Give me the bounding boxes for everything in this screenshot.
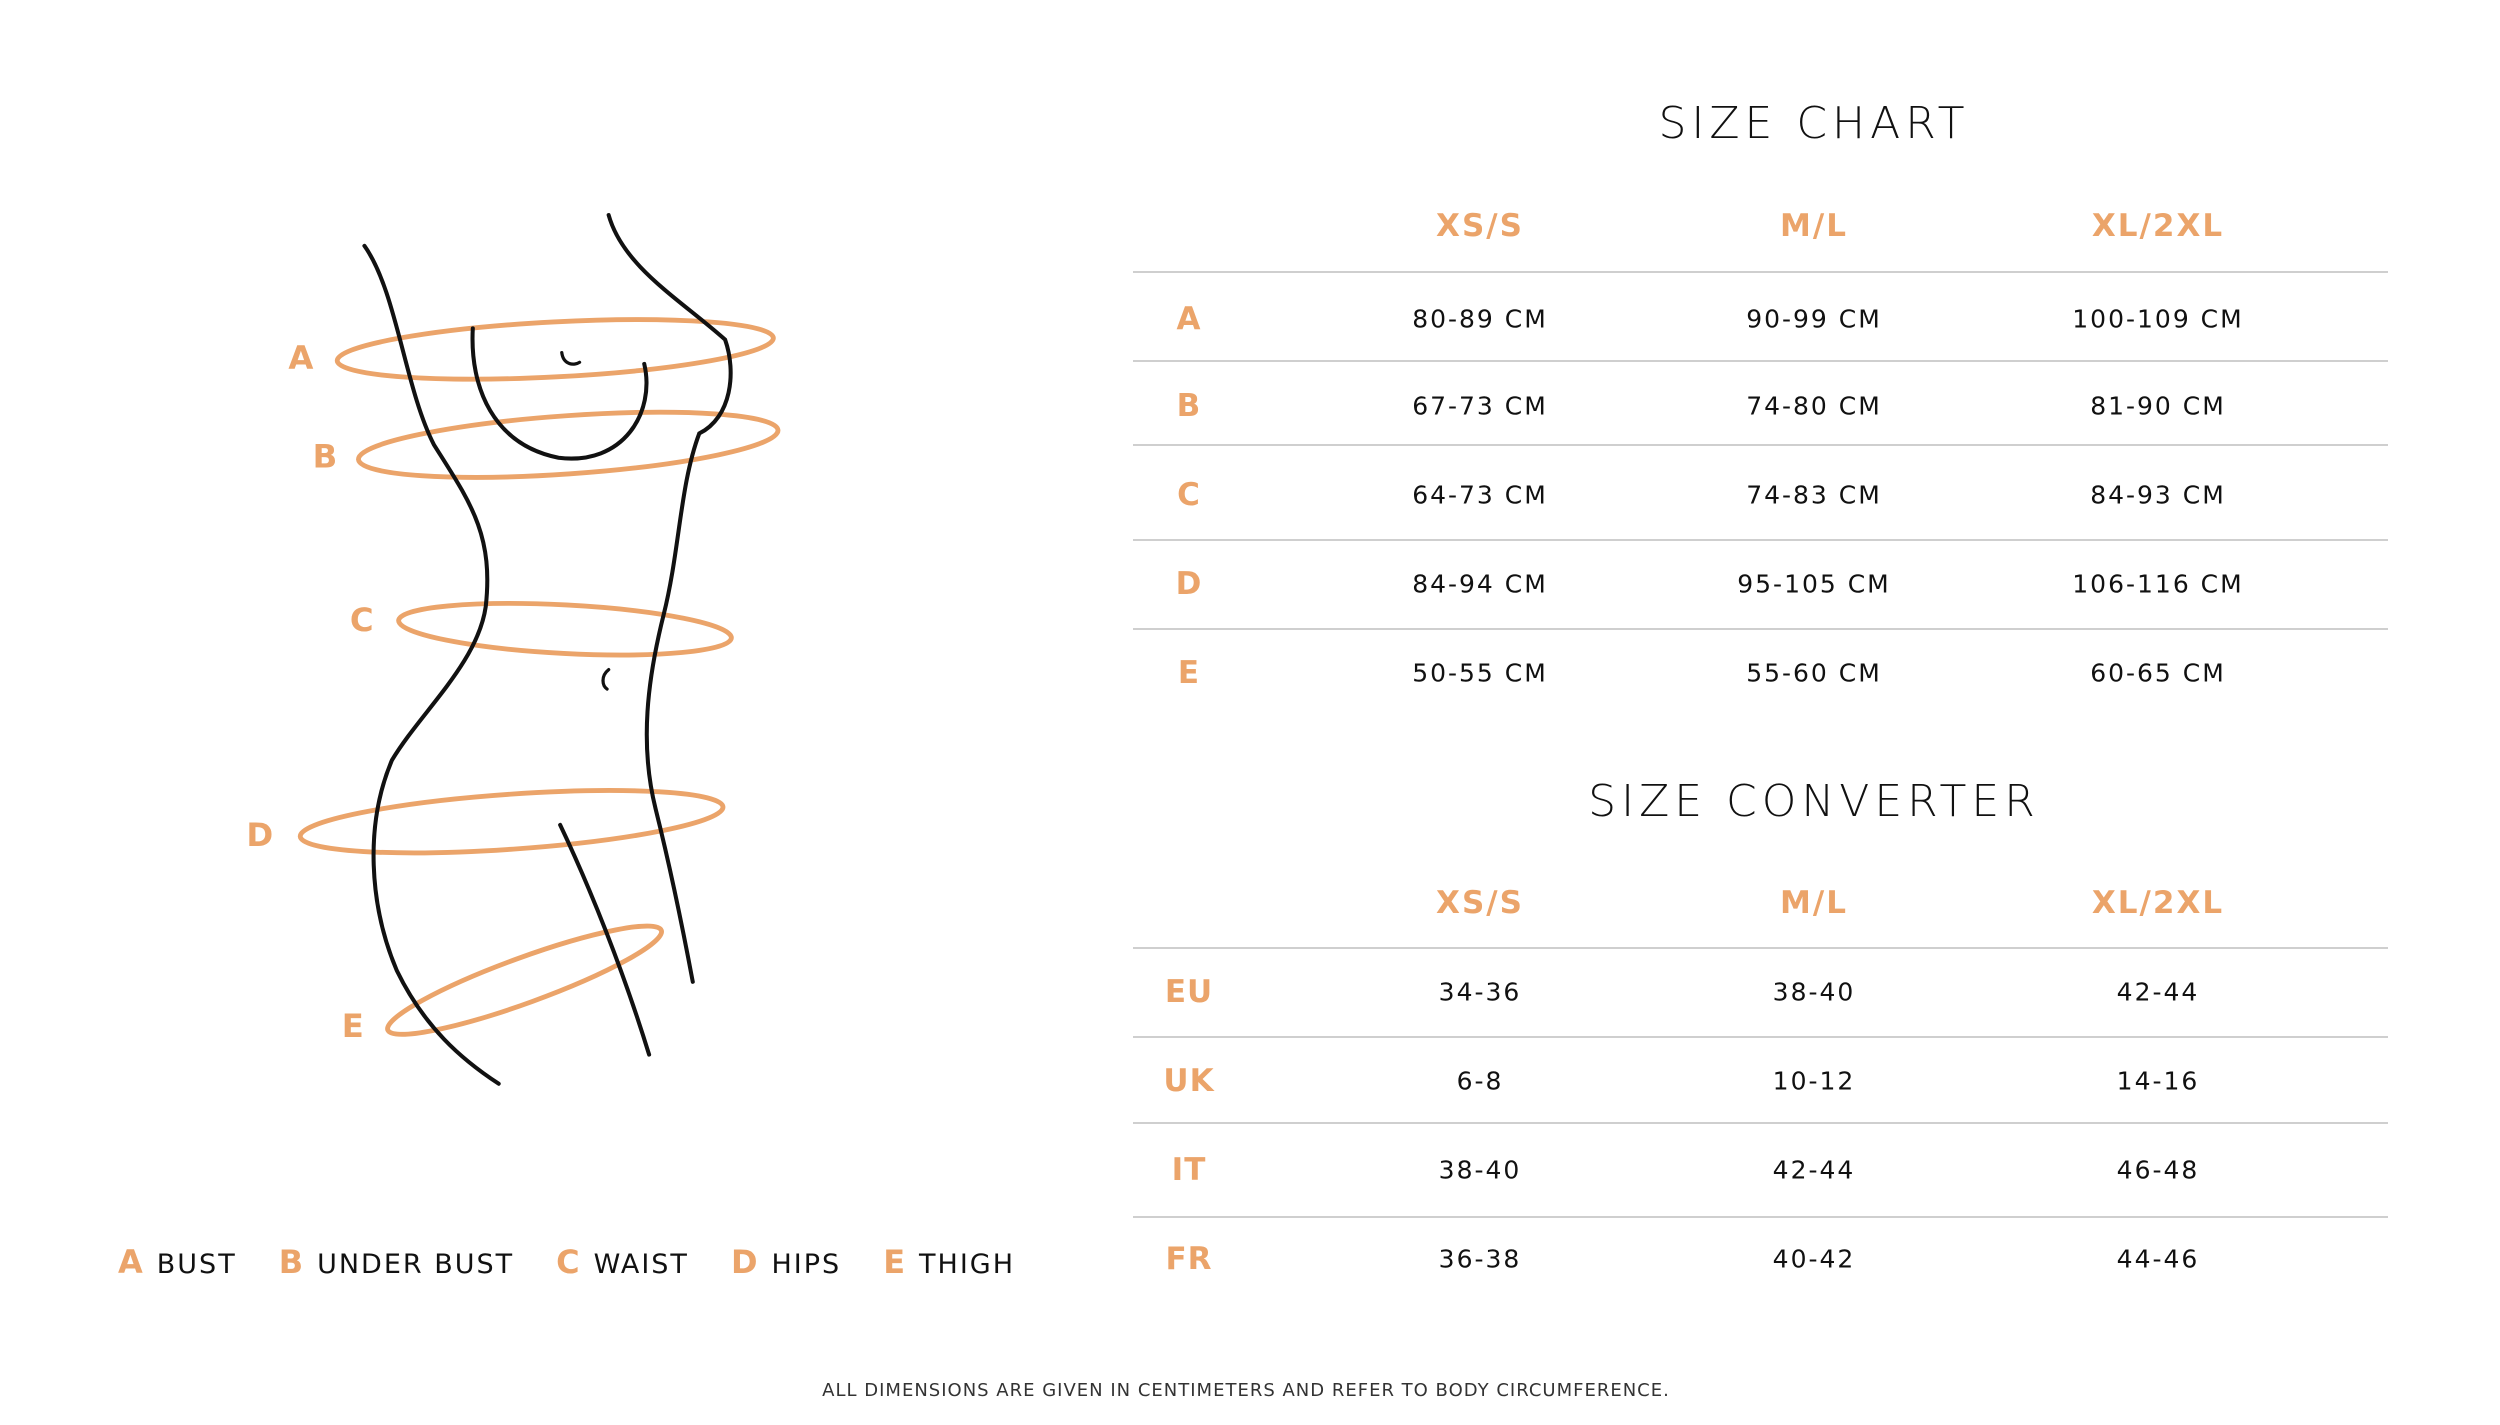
legend-label: UNDER BUST [317,1249,515,1280]
size_converter-cell: 14-16 [2116,1066,2200,1096]
size_converter-row-divider [1133,947,2388,949]
size_chart-cell: 106-116 CM [2072,569,2244,599]
legend-key: D [730,1243,760,1281]
size_converter-row-label: UK [1163,1063,1215,1099]
legend-label: HIPS [771,1249,842,1280]
figure-label-d: D [246,816,273,854]
size_chart-cell: 100-109 CM [2072,304,2244,334]
size_chart-row-divider [1133,628,2388,630]
legend-label: BUST [156,1249,237,1280]
measure-ring-a [334,317,776,382]
size_chart-row-divider [1133,444,2388,446]
size_chart-column-header: XL/2XL [2091,208,2225,244]
size_chart-row-label: B [1176,388,1202,424]
measure-ring-e [385,923,664,1037]
size_converter-cell: 36-38 [1438,1244,1522,1274]
size-chart-title: SIZE CHART [1658,98,1970,149]
legend-item: C WAIST [556,1243,689,1281]
measure-ring-b [356,409,781,480]
size_converter-cell: 42-44 [2116,977,2200,1007]
size_converter-cell: 46-48 [2116,1155,2200,1185]
size_chart-row-divider [1133,271,2388,273]
legend-key: C [556,1243,582,1281]
size_chart-cell: 74-83 CM [1746,480,1882,510]
legend-label: THIGH [919,1249,1016,1280]
size_chart-cell: 90-99 CM [1746,304,1882,334]
size_converter-cell: 34-36 [1438,977,1522,1007]
size_converter-cell: 40-42 [1772,1244,1856,1274]
size_chart-cell: 81-90 CM [2090,391,2226,421]
size_chart-row-label: E [1177,655,1201,691]
size_chart-cell: 95-105 CM [1737,569,1891,599]
size_converter-cell: 38-40 [1772,977,1856,1007]
size_chart-row-divider [1133,539,2388,541]
legend-key: A [118,1243,145,1281]
size_converter-row-divider [1133,1216,2388,1218]
figure-label-e: E [342,1007,364,1045]
size_chart-cell: 60-65 CM [2090,658,2226,688]
size_chart-row-label: A [1176,301,1202,337]
size_converter-cell: 10-12 [1772,1066,1856,1096]
size_converter-column-header: XS/S [1436,885,1524,921]
size_converter-row-divider [1133,1036,2388,1038]
body-outline [362,213,733,1086]
size_chart-cell: 74-80 CM [1746,391,1882,421]
size_converter-row-label: FR [1165,1241,1213,1277]
legend-item: A BUST [118,1243,237,1281]
size_chart-cell: 80-89 CM [1412,304,1548,334]
size_chart-column-header: M/L [1780,208,1848,244]
size_chart-column-header: XS/S [1436,208,1524,244]
figure-label-b: B [313,437,338,475]
size_converter-cell: 38-40 [1438,1155,1522,1185]
size_chart-row-label: C [1177,477,1201,513]
legend-key: E [883,1243,908,1281]
size_chart-cell: 84-94 CM [1412,569,1548,599]
legend-key: B [278,1243,306,1281]
size_converter-cell: 42-44 [1772,1155,1856,1185]
figure-label-c: C [350,601,374,639]
size_converter-column-header: XL/2XL [2091,885,2225,921]
size_chart-cell: 84-93 CM [2090,480,2226,510]
size_chart-cell: 67-73 CM [1412,391,1548,421]
size_chart-cell: 50-55 CM [1412,658,1548,688]
size_chart-cell: 64-73 CM [1412,480,1548,510]
legend-item: E THIGH [883,1243,1015,1281]
measurement-legend: A BUST B UNDER BUST C WAIST D HIPS E THIGH [118,1243,1015,1281]
size_chart-row-divider [1133,360,2388,362]
size_converter-row-divider [1133,1122,2388,1124]
size_chart-row-label: D [1175,566,1203,602]
size_chart-cell: 55-60 CM [1746,658,1882,688]
size_converter-column-header: M/L [1780,885,1848,921]
size_converter-row-label: EU [1164,974,1214,1010]
size_converter-cell: 44-46 [2116,1244,2200,1274]
footer-note: ALL DIMENSIONS ARE GIVEN IN CENTIMETERS … [822,1380,1670,1401]
measure-ring-c [396,601,734,658]
measure-ring-d [297,788,726,856]
size-converter-title: SIZE CONVERTER [1588,776,2040,827]
size_converter-row-label: IT [1171,1152,1207,1188]
figure-label-a: A [288,339,313,377]
legend-item: B UNDER BUST [279,1243,514,1281]
size_converter-cell: 6-8 [1456,1066,1504,1096]
legend-item: D HIPS [731,1243,841,1281]
legend-label: WAIST [593,1249,689,1280]
